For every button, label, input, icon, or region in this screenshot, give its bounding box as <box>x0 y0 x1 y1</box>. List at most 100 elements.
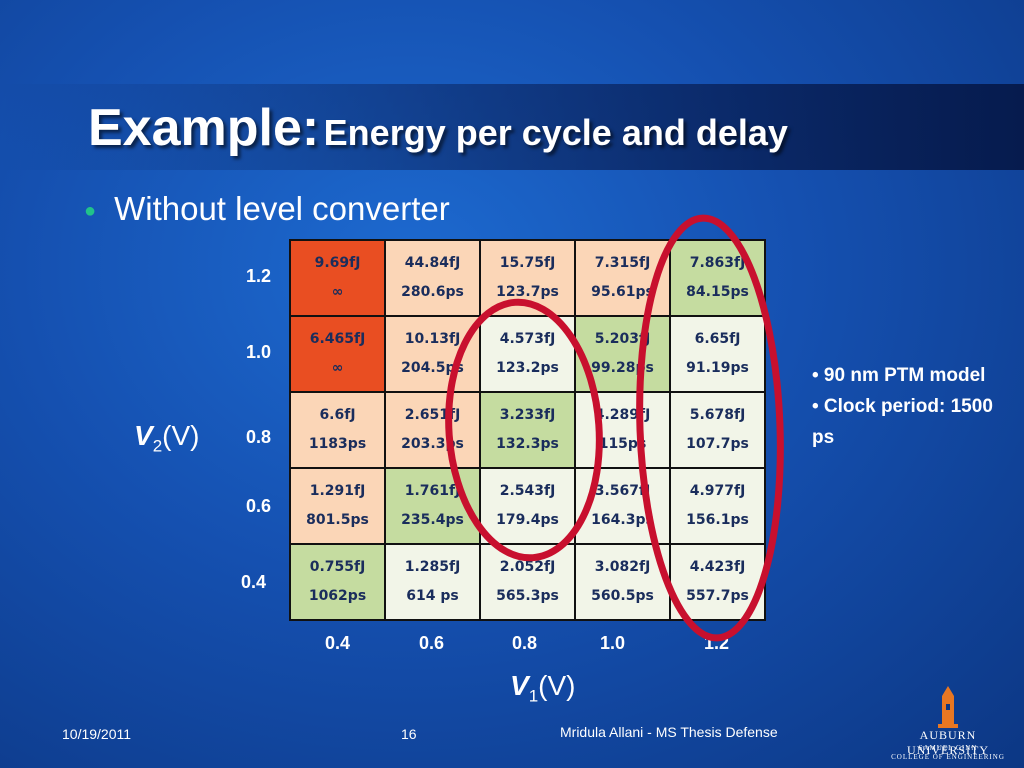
footer-date: 10/19/2011 <box>62 726 132 742</box>
cell-delay: 235.4ps <box>401 512 464 528</box>
cell-energy: 1.291fJ <box>309 483 366 499</box>
table-row: 1.291fJ 801.5ps 1.761fJ 235.4ps 2.543fJ 179… <box>289 467 766 545</box>
cell-delay: 123.7ps <box>496 284 559 300</box>
note-item: • 90 nm PTM model <box>812 365 986 386</box>
v1-tick-label: 1.0 <box>600 633 626 653</box>
cell-delay: ∞ <box>331 360 344 376</box>
cell-delay: 565.3ps <box>496 588 559 604</box>
v2-tick-label: 0.8 <box>246 427 272 447</box>
v2-tick-label: 1.0 <box>246 342 272 362</box>
cell-energy: 4.573fJ <box>499 331 556 347</box>
cell-delay: 164.3ps <box>591 512 654 528</box>
cell-energy: 15.75fJ <box>499 255 556 271</box>
cell-energy: 3.567fJ <box>594 483 651 499</box>
cell-delay: 280.6ps <box>401 284 464 300</box>
cell-energy: 1.761fJ <box>404 483 461 499</box>
annotation-circle-small <box>445 298 603 562</box>
table-cell: 6.65fJ 91.19ps <box>669 315 766 393</box>
cell-energy: 6.6fJ <box>319 407 356 423</box>
notes-box: • 90 nm PTM model • Clock period: 1500 p… <box>812 360 1012 453</box>
cell-delay: 614 ps <box>406 588 459 604</box>
v2-tick-label: 1.2 <box>246 266 272 286</box>
table-cell: 9.69fJ ∞ <box>289 239 386 317</box>
x-axis-title: V1(V) <box>510 670 575 707</box>
table-cell: 1.285fJ 614 ps <box>384 543 481 621</box>
y-axis-sub: 2 <box>152 436 163 456</box>
cell-delay: 107.7ps <box>686 436 749 452</box>
cell-energy: 5.203fJ <box>594 331 651 347</box>
cell-energy: 9.69fJ <box>314 255 361 271</box>
cell-energy: 5.678fJ <box>689 407 746 423</box>
cell-delay: 1062ps <box>308 588 367 604</box>
table-row: 6.6fJ 1183ps 2.651fJ 203.3ps 3.233fJ 132.3p… <box>289 391 766 469</box>
cell-energy: 3.233fJ <box>499 407 556 423</box>
cell-delay: 84.15ps <box>686 284 749 300</box>
table-cell: 2.543fJ 179.4ps <box>479 467 576 545</box>
table-cell: 4.573fJ 123.2ps <box>479 315 576 393</box>
cell-energy: 2.052fJ <box>499 559 556 575</box>
cell-delay: 156.1ps <box>686 512 749 528</box>
y-axis-title: V2(V) <box>134 420 199 457</box>
title-band <box>0 84 1024 170</box>
logo-line2: COLLEGE OF ENGINEERING <box>891 753 1005 761</box>
cell-energy: 10.13fJ <box>404 331 461 347</box>
cell-energy: 6.65fJ <box>694 331 741 347</box>
slide-title: Example: Energy per cycle and delay <box>88 98 788 158</box>
cell-delay: 132.3ps <box>496 436 559 452</box>
v1-tick-label: 0.4 <box>325 633 351 653</box>
table-cell: 4.977fJ 156.1ps <box>669 467 766 545</box>
y-axis-var: V <box>134 420 153 451</box>
bullet-item: ● Without level converter <box>84 190 450 228</box>
table-row: 6.465fJ ∞ 10.13fJ 204.5ps 4.573fJ 123.2ps 5… <box>289 315 766 393</box>
table-cell: 0.755fJ 1062ps <box>289 543 386 621</box>
footer-page-number: 16 <box>401 726 417 742</box>
x-axis-unit: (V) <box>538 670 576 701</box>
tower-icon <box>938 686 958 728</box>
title-subtitle: Energy per cycle and delay <box>323 112 788 153</box>
cell-energy: 4.423fJ <box>689 559 746 575</box>
v2-tick-label: 0.6 <box>246 496 272 516</box>
table-cell: 1.291fJ 801.5ps <box>289 467 386 545</box>
x-axis-var: V <box>510 670 529 701</box>
cell-energy: 7.315fJ <box>594 255 651 271</box>
logo-line1: SAMUEL GINN <box>918 744 978 752</box>
cell-delay: 560.5ps <box>591 588 654 604</box>
cell-energy: 7.863fJ <box>689 255 746 271</box>
table-cell: 3.233fJ 132.3ps <box>479 391 576 469</box>
cell-energy: 3.082fJ <box>594 559 651 575</box>
university-logo: AUBURN UNIVERSITY SAMUEL GINN COLLEGE OF… <box>878 686 1018 766</box>
cell-energy: 0.755fJ <box>309 559 366 575</box>
table-cell: 44.84fJ 280.6ps <box>384 239 481 317</box>
bullet-text: Without level converter <box>114 190 450 227</box>
cell-delay: 1183ps <box>308 436 367 452</box>
table-cell: 2.651fJ 203.3ps <box>384 391 481 469</box>
bullet-dot-icon: ● <box>84 199 97 222</box>
table-cell: 7.863fJ 84.15ps <box>669 239 766 317</box>
table-cell: 6.465fJ ∞ <box>289 315 386 393</box>
v1-tick-label: 0.8 <box>512 633 538 653</box>
cell-delay: 95.61ps <box>591 284 654 300</box>
x-axis-sub: 1 <box>528 686 539 706</box>
cell-delay: 91.19ps <box>686 360 749 376</box>
v2-tick-label: 0.4 <box>241 572 267 592</box>
annotation-circle-large <box>636 214 784 642</box>
footer-author: Mridula Allani - MS Thesis Defense <box>560 724 778 740</box>
cell-energy: 44.84fJ <box>404 255 461 271</box>
v1-tick-label: 0.6 <box>419 633 445 653</box>
table-cell: 6.6fJ 1183ps <box>289 391 386 469</box>
energy-delay-table: 9.69fJ ∞ 44.84fJ 280.6ps 15.75fJ 123.7ps 7.… <box>289 239 766 621</box>
table-cell: 15.75fJ 123.7ps <box>479 239 576 317</box>
title-main: Example: <box>88 99 320 157</box>
y-axis-unit: (V) <box>162 420 200 451</box>
cell-delay: 179.4ps <box>496 512 559 528</box>
cell-energy: 1.285fJ <box>404 559 461 575</box>
cell-delay: ∞ <box>331 284 344 300</box>
cell-delay: 204.5ps <box>401 360 464 376</box>
cell-energy: 6.465fJ <box>309 331 366 347</box>
cell-energy: 2.543fJ <box>499 483 556 499</box>
cell-delay: 801.5ps <box>306 512 369 528</box>
cell-delay: 557.7ps <box>686 588 749 604</box>
cell-delay: 115ps <box>598 436 647 452</box>
cell-delay: 123.2ps <box>496 360 559 376</box>
